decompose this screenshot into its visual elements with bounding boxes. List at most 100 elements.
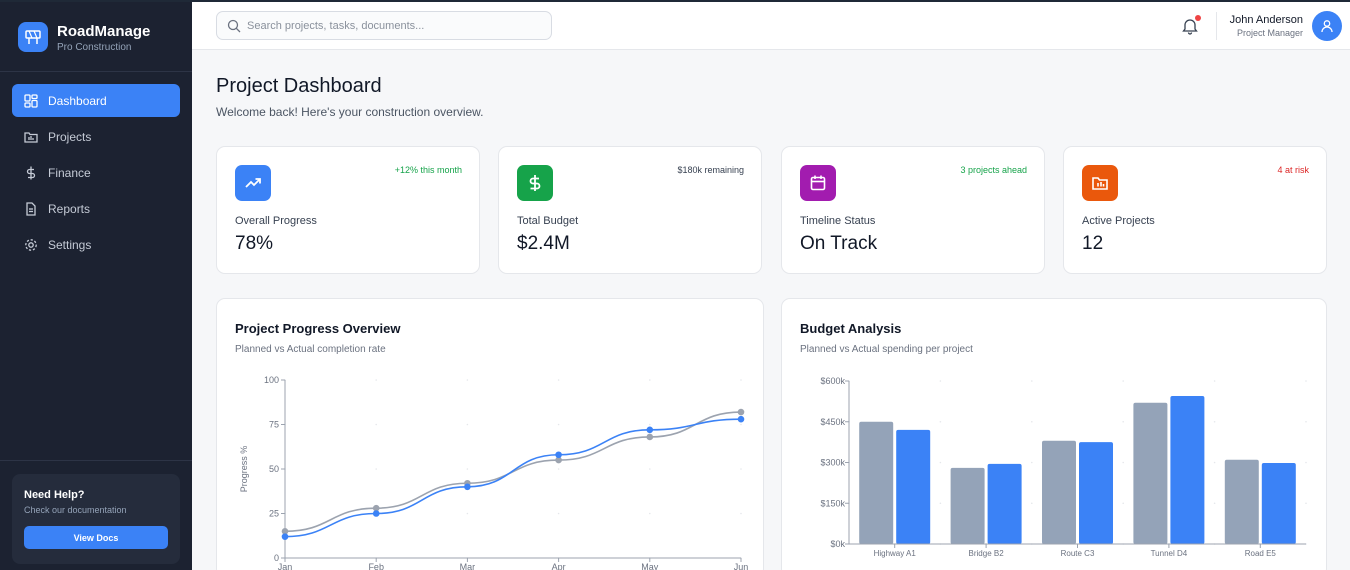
stat-card-timeline: 3 projects ahead Timeline Status On Trac…: [781, 146, 1045, 274]
data-point: [737, 408, 745, 416]
x-tick-label: Bridge B2: [969, 549, 1005, 558]
brand-title: RoadManage: [57, 23, 151, 40]
search-input[interactable]: [247, 17, 543, 35]
data-point: [737, 415, 745, 423]
page-subtitle: Welcome back! Here's your construction o…: [216, 105, 484, 119]
bar-0: [859, 421, 894, 544]
grid-dot: [939, 502, 942, 505]
search-icon: [227, 19, 241, 33]
x-tick-label: Mar: [460, 562, 476, 570]
stat-card-progress: +12% this month Overall Progress 78%: [216, 146, 480, 274]
page-title: Project Dashboard: [216, 75, 382, 97]
sidebar-item-finance[interactable]: Finance: [12, 156, 180, 189]
x-tick-label: Apr: [552, 562, 566, 570]
budget-chart-panel: Budget Analysis Planned vs Actual spendi…: [781, 298, 1327, 570]
notification-dot: [1195, 15, 1201, 21]
sidebar-item-dashboard[interactable]: Dashboard: [12, 84, 180, 117]
grid-dot: [375, 468, 377, 470]
stat-label: Overall Progress: [235, 215, 317, 227]
data-point: [555, 451, 562, 459]
grid-dot: [375, 379, 377, 381]
help-section: Need Help? Check our documentation View …: [0, 460, 192, 570]
grid-dot: [1031, 380, 1033, 382]
x-tick-label: Jan: [278, 562, 293, 570]
help-title: Need Help?: [24, 489, 85, 501]
dollar-icon: [517, 165, 553, 201]
chart-subtitle: Planned vs Actual spending per project: [800, 344, 973, 355]
x-tick-label: Feb: [368, 562, 384, 570]
data-point: [555, 456, 562, 464]
stat-value: $2.4M: [517, 233, 570, 254]
chart-title: Project Progress Overview: [235, 321, 401, 336]
stat-value: On Track: [800, 233, 878, 254]
sidebar-item-label: Projects: [48, 129, 92, 144]
x-tick-label: May: [641, 562, 659, 570]
view-docs-button[interactable]: View Docs: [24, 526, 168, 549]
grid-dot: [740, 423, 742, 426]
grid-dot: [649, 468, 651, 470]
top-border: [0, 0, 1350, 2]
document-icon: [24, 201, 38, 216]
dollar-icon: [24, 166, 38, 180]
data-point: [372, 504, 380, 512]
bar-1: [896, 429, 931, 544]
grid-dot: [1305, 502, 1307, 505]
x-tick-label: Jun: [734, 562, 749, 570]
data-point: [464, 483, 471, 491]
sidebar-item-label: Dashboard: [48, 93, 107, 108]
x-tick-label: Route C3: [1061, 549, 1095, 558]
grid-dot: [375, 423, 377, 426]
sidebar-item-reports[interactable]: Reports: [12, 192, 180, 225]
bar-1: [1261, 463, 1296, 544]
y-axis-label: Progress %: [239, 446, 249, 493]
grid-dot: [939, 461, 942, 464]
y-tick-label: $300k: [820, 458, 845, 468]
bar-0: [1224, 459, 1259, 544]
chart-subtitle: Planned vs Actual completion rate: [235, 344, 386, 355]
top-header: John Anderson Project Manager: [192, 2, 1350, 50]
series-line-1: [284, 418, 742, 538]
grid-dot: [939, 380, 942, 382]
grid-dot: [557, 379, 560, 381]
stat-card-active-projects: 4 at risk Active Projects 12: [1063, 146, 1327, 274]
budget-bar-chart: $0k $150k $300k $450k $600k Highway A1 Bridge …: [820, 376, 1307, 558]
stat-note: $180k remaining: [677, 165, 744, 175]
folder-icon: [24, 130, 38, 144]
grid-dot: [1213, 461, 1216, 464]
grid-dot: [1213, 380, 1216, 382]
grid-dot: [466, 468, 469, 470]
bell-icon[interactable]: [1182, 17, 1198, 35]
gear-icon: [24, 238, 38, 252]
stat-card-budget: $180k remaining Total Budget $2.4M: [498, 146, 762, 274]
grid-dot: [740, 379, 742, 381]
road-sign-icon: [18, 22, 48, 52]
y-tick-label: 25: [269, 509, 279, 519]
trending-up-icon: [235, 165, 271, 201]
y-tick-label: 100: [264, 375, 279, 385]
bar-1: [1079, 442, 1113, 544]
sidebar-item-label: Reports: [48, 201, 91, 216]
grid-dot: [1031, 420, 1033, 423]
user-icon: [1321, 20, 1333, 33]
brand: RoadManage Pro Construction: [0, 2, 192, 72]
bar-1: [1170, 395, 1205, 544]
sidebar-item-projects[interactable]: Projects: [12, 120, 180, 153]
grid-dot: [557, 512, 560, 515]
user-role: Project Manager: [1236, 28, 1303, 38]
avatar[interactable]: [1312, 11, 1342, 41]
search-box: [216, 11, 552, 40]
data-point: [372, 510, 380, 517]
stat-label: Total Budget: [517, 215, 579, 227]
dashboard-icon: [24, 93, 38, 108]
data-point: [646, 433, 654, 441]
stat-note: 3 projects ahead: [960, 165, 1027, 175]
grid-dot: [649, 512, 651, 515]
data-point: [281, 533, 289, 540]
stat-label: Timeline Status: [800, 215, 876, 227]
sidebar-item-settings[interactable]: Settings: [12, 228, 180, 261]
grid-dot: [1122, 380, 1124, 382]
y-tick-label: 75: [269, 420, 279, 430]
grid-dot: [1122, 502, 1124, 505]
grid-dot: [466, 512, 469, 515]
bar-1: [987, 463, 1022, 544]
